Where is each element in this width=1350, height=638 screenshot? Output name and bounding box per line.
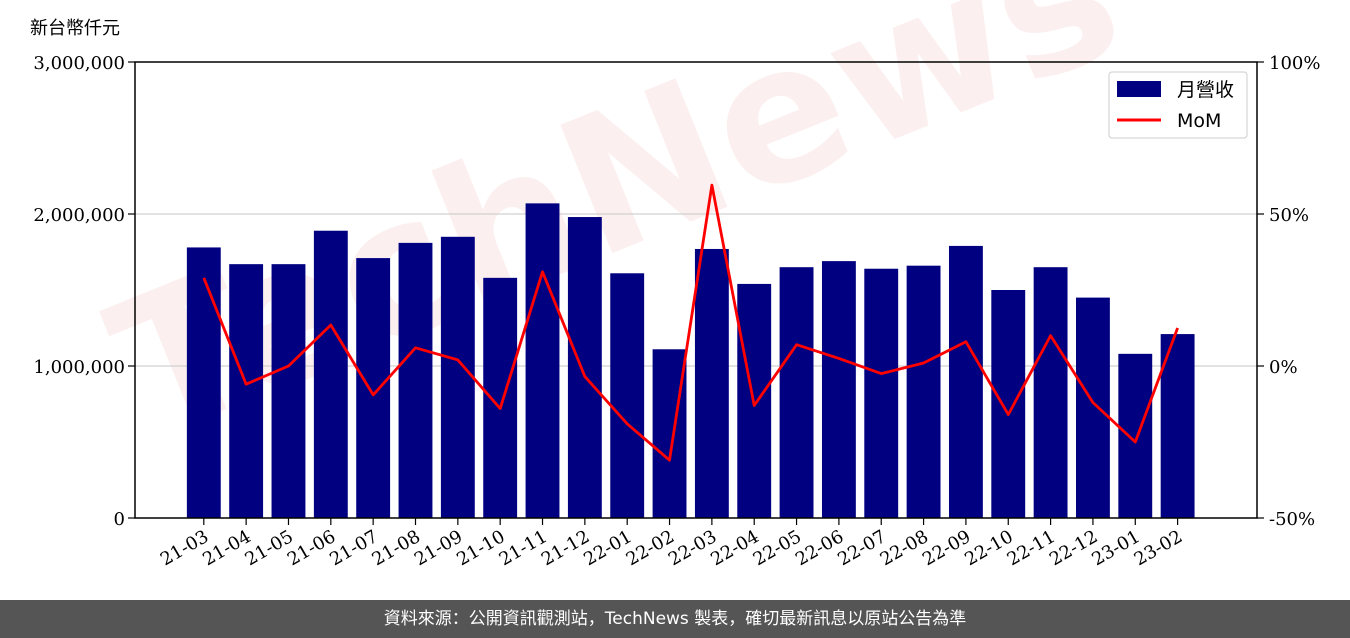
plot-frame xyxy=(134,61,1258,519)
legend: 月營收 MoM xyxy=(1108,71,1248,139)
bar xyxy=(906,265,941,518)
legend-label-line: MoM xyxy=(1177,110,1221,132)
bar xyxy=(1118,353,1153,518)
y-right-tick-label: 100% xyxy=(1269,53,1320,74)
bar xyxy=(186,247,221,518)
bar xyxy=(1033,267,1068,518)
bar xyxy=(652,349,687,518)
y-right-tick-label: 50% xyxy=(1269,205,1309,226)
mom-line xyxy=(202,183,1179,462)
bar xyxy=(483,277,518,518)
source-footer: 資料來源：公開資訊觀測站，TechNews 製表，確切最新訊息以原站公告為準 xyxy=(0,600,1350,638)
y-left-tick-label: 3,000,000 xyxy=(33,53,125,74)
bar xyxy=(398,242,433,518)
bar xyxy=(821,261,856,518)
bar xyxy=(864,268,899,518)
bar xyxy=(313,230,348,518)
bar xyxy=(779,267,814,518)
y-left-tick-label: 1,000,000 xyxy=(33,357,125,378)
bar xyxy=(948,245,983,519)
bar xyxy=(694,248,729,518)
y-right-tick-label: -50% xyxy=(1269,509,1315,530)
unit-label: 新台幣仟元 xyxy=(30,18,120,39)
bar xyxy=(356,258,391,518)
x-axis: 21-0321-0421-0521-0621-0721-0821-0921-10… xyxy=(157,518,1186,570)
x-tick-label: 23-02 xyxy=(1131,526,1186,570)
y-left-tick-label: 0 xyxy=(114,509,125,530)
bar xyxy=(229,264,264,518)
bar xyxy=(271,264,306,518)
bar xyxy=(567,217,602,519)
y-right-tick-label: 0% xyxy=(1269,357,1298,378)
bar-series xyxy=(186,203,1195,519)
right-axis: -50% 0% 50% 100% xyxy=(1257,53,1320,530)
bar xyxy=(440,236,475,519)
bar xyxy=(525,203,560,519)
legend-label-bar: 月營收 xyxy=(1177,79,1234,101)
bar xyxy=(1160,334,1195,518)
line-series xyxy=(202,183,1179,462)
bar xyxy=(991,290,1026,518)
bar xyxy=(1075,297,1110,518)
left-axis: 0 1,000,000 2,000,000 3,000,000 xyxy=(33,53,135,530)
y-left-tick-label: 2,000,000 xyxy=(33,205,125,226)
legend-swatch-bar xyxy=(1117,81,1161,97)
bar xyxy=(610,273,645,518)
